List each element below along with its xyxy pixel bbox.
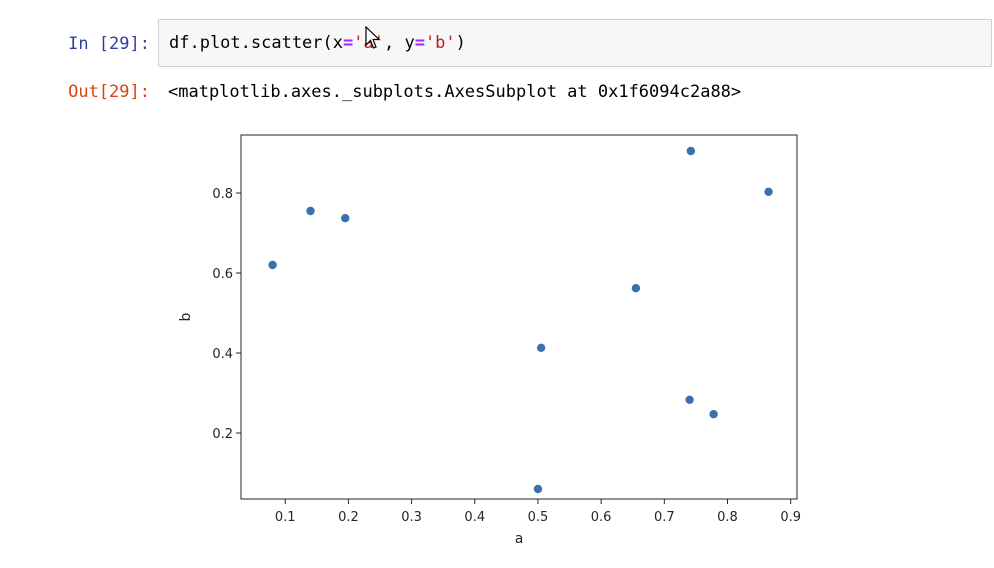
code-token: = — [414, 33, 425, 53]
output-prompt: Out[29]: — [68, 82, 150, 102]
code-token: ) — [455, 33, 466, 53]
axis-ticks: 0.1 0.2 0.3 0.4 0.5 0.6 0.7 0.8 0.9 0.2 0.4 0.6 0.8 — [212, 187, 801, 525]
scatter-point — [686, 146, 696, 156]
code-text[interactable]: df.plot.scatter(x='a', y='b') — [169, 33, 466, 53]
y-tick-label: 0.8 — [212, 187, 233, 202]
scatter-point — [764, 187, 773, 196]
scatter-point — [685, 395, 694, 404]
scatter-points — [268, 146, 773, 494]
x-tick-label: 0.4 — [464, 510, 485, 525]
x-tick-label: 0.6 — [591, 510, 612, 525]
y-tick-label: 0.4 — [212, 347, 233, 362]
x-tick-label: 0.1 — [275, 510, 296, 525]
plot-frame — [240, 134, 798, 500]
x-tick-label: 0.8 — [717, 510, 738, 525]
y-tick-label: 0.2 — [212, 427, 233, 442]
code-token: = — [343, 33, 354, 53]
x-axis-label: a — [515, 531, 524, 547]
mouse-cursor-icon — [365, 26, 381, 49]
x-tick-label: 0.5 — [528, 510, 549, 525]
scatter-plot: 0.1 0.2 0.3 0.4 0.5 0.6 0.7 0.8 0.90.20.40.60.8 … — [178, 134, 801, 547]
y-axis-label: b — [178, 312, 194, 321]
x-tick-label: 0.3 — [401, 510, 422, 525]
y-tick-label: 0.6 — [212, 267, 233, 282]
scatter-point — [709, 410, 718, 419]
code-token: 'b' — [424, 33, 456, 53]
code-cell-input[interactable]: df.plot.scatter(x='a', y='b') — [158, 19, 992, 67]
x-tick-label: 0.9 — [780, 510, 801, 525]
x-tick-label: 0.2 — [338, 510, 359, 525]
scatter-point — [306, 206, 315, 216]
code-token: , y — [383, 33, 415, 53]
scatter-point — [268, 260, 277, 270]
output-text: <matplotlib.axes._subplots.AxesSubplot a… — [168, 82, 742, 102]
input-prompt: In [29]: — [68, 34, 150, 54]
code-token: df.plot.scatter(x — [169, 33, 343, 53]
scatter-point — [533, 484, 543, 494]
scatter-point — [536, 343, 546, 352]
x-tick-label: 0.7 — [654, 510, 675, 525]
scatter-point — [341, 214, 350, 223]
scatter-point — [631, 284, 641, 293]
